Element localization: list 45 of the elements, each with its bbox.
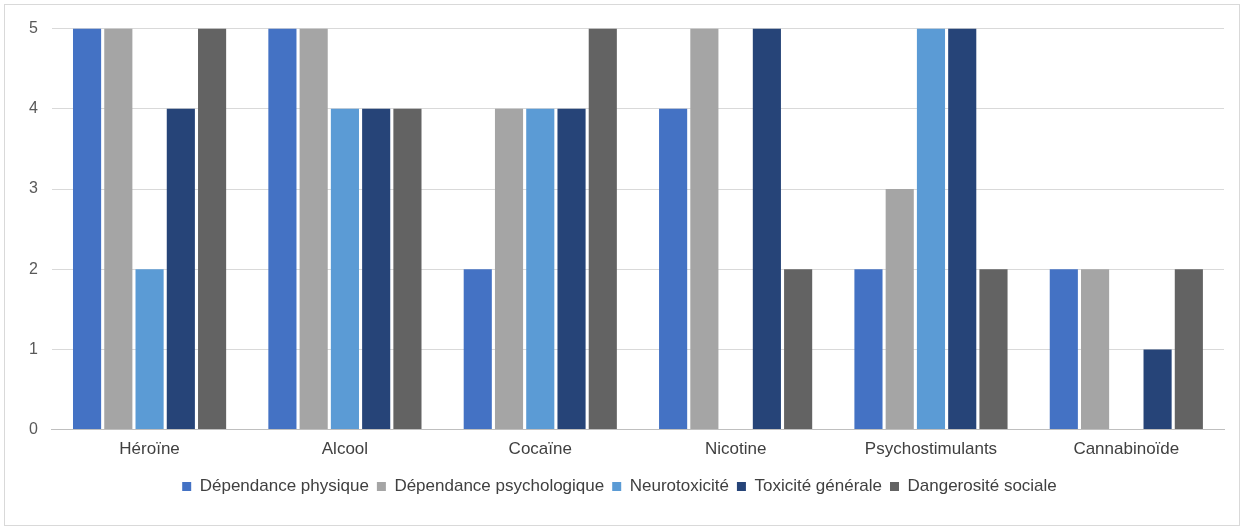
bar: [885, 189, 914, 430]
bar: [1143, 349, 1172, 430]
bar: [135, 269, 164, 430]
x-tick-label: Cannabinoïde: [1073, 439, 1180, 459]
x-tick-label: Alcool: [321, 439, 369, 459]
bar: [393, 108, 422, 430]
bar: [494, 108, 524, 430]
x-tick-label: Nicotine: [704, 439, 767, 459]
x-tick-label: Cocaïne: [508, 439, 572, 459]
bar: [198, 28, 227, 430]
bar: [854, 269, 883, 430]
bar: [1174, 269, 1203, 430]
bar: [916, 28, 946, 430]
bar: [948, 28, 977, 430]
bar: [659, 108, 688, 430]
x-tick-label: Psychostimulants: [864, 439, 998, 459]
x-tick-label: Héroïne: [119, 439, 180, 459]
bar: [104, 28, 133, 430]
legend-label: Dépendance physique: [199, 476, 369, 496]
bar: [362, 108, 391, 430]
legend-label: Neurotoxicité: [629, 476, 729, 496]
y-tick-label: 1: [28, 339, 38, 357]
y-tick-label: 5: [28, 19, 38, 37]
bar: [979, 269, 1008, 430]
bar: [73, 28, 102, 430]
bar: [752, 28, 781, 430]
y-tick-label: 2: [28, 259, 38, 277]
bar: [1081, 269, 1110, 430]
legend-label: Toxicité générale: [754, 476, 882, 496]
bar: [268, 28, 297, 430]
bar: [588, 28, 617, 430]
legend-label: Dépendance psychologique: [394, 476, 605, 496]
bar: [557, 108, 586, 430]
legend-label: Dangerosité sociale: [907, 476, 1057, 496]
bar: [690, 28, 719, 430]
bar: [784, 269, 813, 430]
bar: [166, 108, 195, 430]
y-tick-label: 4: [28, 99, 38, 117]
bar: [463, 269, 492, 430]
y-tick-label: 0: [28, 420, 38, 438]
bar: [1049, 269, 1078, 430]
bar: [299, 28, 328, 430]
y-tick-label: 3: [28, 179, 38, 197]
bar: [330, 108, 359, 430]
bar: [526, 108, 555, 430]
